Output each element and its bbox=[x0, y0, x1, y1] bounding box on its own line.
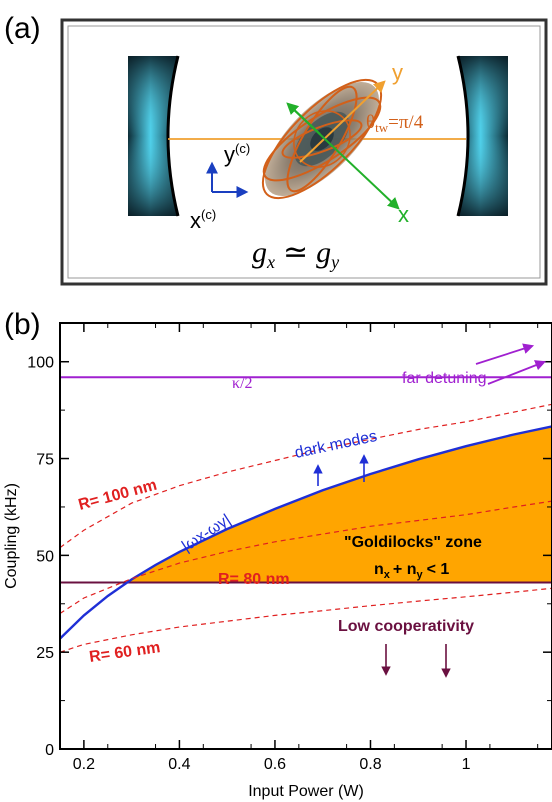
particle-x-label: x bbox=[398, 202, 409, 227]
panel-a-inner-frame bbox=[67, 25, 541, 279]
y-tick-label: 25 bbox=[36, 645, 54, 662]
plot-area: 0.2 0.4 0.6 0.8 1 0 25 50 75 100 bbox=[27, 322, 552, 773]
x-axis-title: Input Power (W) bbox=[248, 783, 364, 800]
theta-subscript: tw bbox=[375, 120, 389, 135]
x-tick-label: 0.6 bbox=[264, 756, 286, 773]
series-line-3 bbox=[60, 587, 552, 653]
plot-clip-group bbox=[60, 376, 552, 653]
theta-value: =π/4 bbox=[388, 112, 424, 133]
r100-label: R= 100 nm bbox=[77, 477, 159, 514]
goldilocks-label: "Goldilocks" zone bbox=[344, 534, 482, 551]
svg-text:θtw=π/4: θtw=π/4 bbox=[366, 112, 424, 135]
cavity-frame-axes: y(c) x(c) bbox=[190, 141, 250, 233]
y-tick-label: 75 bbox=[36, 452, 54, 469]
cavity-y-superscript: (c) bbox=[235, 141, 250, 156]
panel-b: (b) 0.2 0.4 0.6 0.8 1 0 25 50 75 100 Input Power … bbox=[3, 308, 552, 800]
y-tick-label: 100 bbox=[27, 355, 54, 372]
coupling-equation: gx ≃ gy bbox=[252, 236, 339, 272]
r60-label: R= 60 nm bbox=[88, 639, 161, 666]
goldilocks-zone bbox=[127, 426, 552, 583]
y-tick-label: 0 bbox=[45, 742, 54, 759]
right-mirror bbox=[456, 55, 508, 217]
y-axis-title: Coupling (kHz) bbox=[3, 483, 20, 589]
particle-x-axis-back bbox=[286, 102, 321, 135]
r80-label: R= 80 nm bbox=[218, 571, 290, 588]
low-cooperativity-label: Low cooperativity bbox=[338, 618, 474, 635]
cavity-x-label: x bbox=[190, 208, 201, 233]
x-tick-label: 0.4 bbox=[168, 756, 190, 773]
occupation-condition: nx + ny < 1 bbox=[374, 561, 449, 581]
dark-modes-label: dark modes bbox=[293, 428, 378, 462]
particle-y-label: y bbox=[392, 60, 403, 85]
panel-a: (a) y bbox=[4, 12, 548, 286]
x-tick-label: 0.2 bbox=[73, 756, 95, 773]
svg-text:x(c): x(c) bbox=[190, 207, 216, 233]
series-line-1 bbox=[60, 403, 552, 549]
panel-b-label: (b) bbox=[4, 308, 41, 341]
particle-y-axis bbox=[299, 80, 386, 163]
far-detuning-label: far detuning bbox=[402, 370, 487, 387]
left-mirror bbox=[128, 55, 180, 217]
x-tick-label: 1 bbox=[462, 756, 471, 773]
theta-label: θtw=π/4 bbox=[366, 112, 424, 135]
cavity-y-label: y bbox=[224, 142, 235, 167]
kappa-label: κ/2 bbox=[232, 375, 253, 392]
x-tick-label: 0.8 bbox=[359, 756, 381, 773]
far-detuning-arrow-1 bbox=[475, 343, 535, 365]
cavity-x-superscript: (c) bbox=[201, 207, 216, 222]
svg-text:y(c): y(c) bbox=[224, 141, 250, 167]
plot-frame bbox=[59, 322, 552, 750]
series-line-0 bbox=[60, 425, 552, 640]
panel-a-label: (a) bbox=[4, 12, 41, 45]
theta-symbol: θ bbox=[366, 112, 375, 133]
series-line-2 bbox=[60, 500, 552, 615]
far-detuning-arrow-2 bbox=[487, 360, 547, 385]
y-tick-label: 50 bbox=[36, 548, 54, 565]
